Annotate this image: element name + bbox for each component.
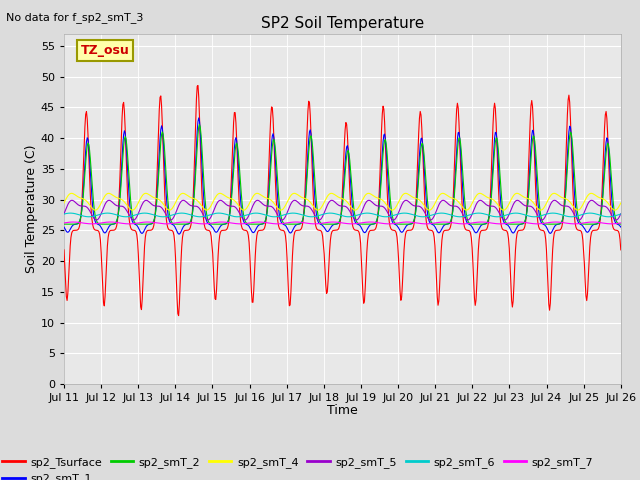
Text: TZ_osu: TZ_osu	[81, 44, 129, 57]
Y-axis label: Soil Temperature (C): Soil Temperature (C)	[25, 144, 38, 273]
Title: SP2 Soil Temperature: SP2 Soil Temperature	[260, 16, 424, 31]
Text: No data for f_sp2_smT_3: No data for f_sp2_smT_3	[6, 12, 144, 23]
X-axis label: Time: Time	[327, 405, 358, 418]
Legend: sp2_Tsurface, sp2_smT_1, sp2_smT_2, sp2_smT_4, sp2_smT_5, sp2_smT_6, sp2_smT_7: sp2_Tsurface, sp2_smT_1, sp2_smT_2, sp2_…	[0, 453, 598, 480]
